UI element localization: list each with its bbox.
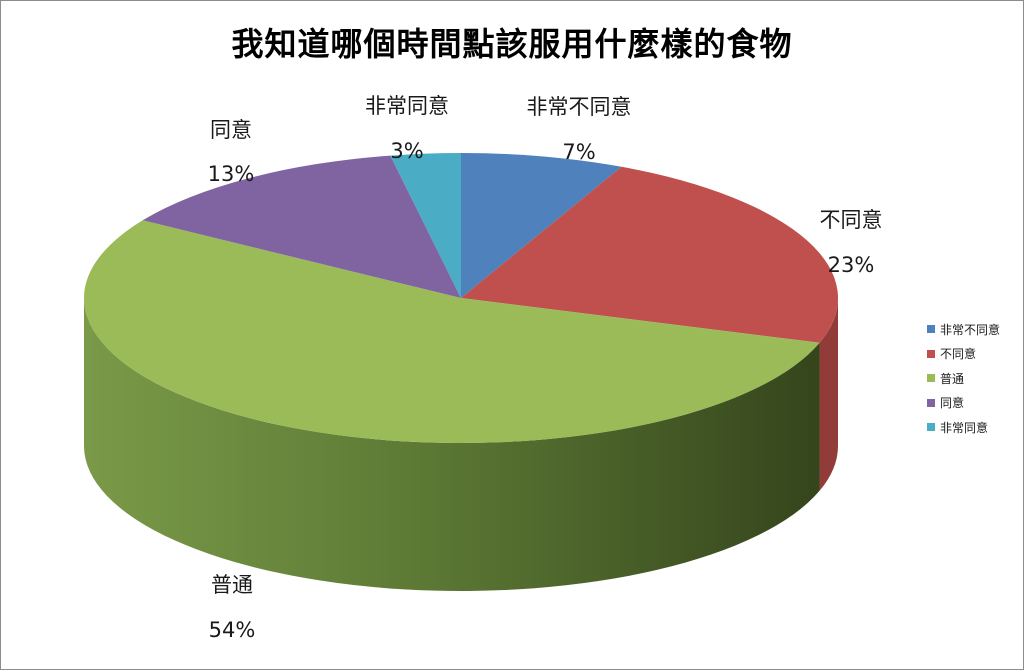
pie-side-1	[819, 298, 838, 491]
data-label-category-2: 普通	[211, 573, 253, 597]
legend-swatch	[927, 349, 935, 358]
data-label-percent-2: 54%	[209, 618, 256, 642]
data-label-category-0: 非常不同意	[527, 95, 632, 119]
legend-swatch	[927, 325, 935, 334]
legend-label: 不同意	[940, 347, 977, 362]
data-label-category-1: 不同意	[820, 208, 883, 232]
legend-label: 非常不同意	[940, 322, 1001, 337]
data-label-percent-3: 13%	[208, 162, 255, 186]
data-label-percent-4: 3%	[390, 139, 423, 163]
data-label-category-4: 非常同意	[365, 94, 449, 118]
legend-item: 普通	[927, 366, 1000, 391]
legend: 非常不同意不同意普通同意非常同意	[927, 317, 1000, 440]
legend-item: 不同意	[927, 342, 1000, 367]
legend-label: 普通	[940, 371, 965, 386]
pie-slice-4	[390, 153, 461, 298]
legend-swatch	[927, 374, 935, 383]
chart-title: 我知道哪個時間點該服用什麼樣的食物	[231, 25, 793, 63]
legend-label: 同意	[940, 396, 965, 411]
legend-item: 非常同意	[927, 415, 1000, 440]
pie-side-2	[84, 298, 820, 592]
pie-slice-2	[83, 220, 820, 444]
pie-slice-3	[142, 155, 461, 298]
data-label-percent-0: 7%	[562, 140, 595, 164]
legend-swatch	[927, 398, 935, 407]
data-label-percent-1: 23%	[828, 253, 875, 277]
legend-item: 同意	[927, 391, 1000, 416]
legend-item: 非常不同意	[927, 317, 1000, 342]
legend-swatch	[927, 423, 935, 432]
pie-slice-0	[461, 153, 622, 298]
legend-label: 非常同意	[940, 420, 989, 435]
data-label-category-3: 同意	[210, 118, 252, 142]
pie-slice-1	[461, 166, 839, 343]
